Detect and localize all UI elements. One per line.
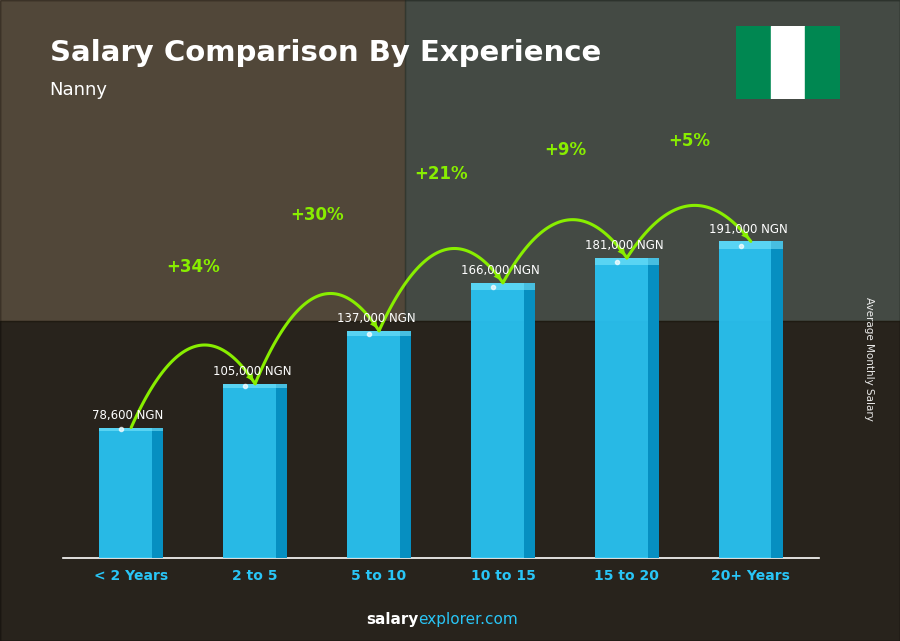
Bar [223, 384, 287, 558]
Bar [0, 320, 900, 641]
Bar [736, 26, 770, 99]
Bar [405, 0, 900, 320]
Bar [770, 26, 806, 99]
Text: +34%: +34% [166, 258, 220, 276]
Text: 105,000 NGN: 105,000 NGN [213, 365, 292, 378]
Bar [595, 258, 659, 265]
Bar [400, 331, 411, 558]
Text: 137,000 NGN: 137,000 NGN [338, 312, 416, 325]
Text: +21%: +21% [414, 165, 468, 183]
Bar [806, 26, 840, 99]
Bar [275, 384, 287, 558]
Text: explorer.com: explorer.com [418, 612, 518, 627]
Bar [771, 242, 783, 558]
Text: salary: salary [366, 612, 418, 627]
Bar [223, 384, 287, 388]
Bar [524, 283, 536, 558]
Text: Salary Comparison By Experience: Salary Comparison By Experience [50, 39, 601, 67]
Text: +30%: +30% [291, 206, 344, 224]
Bar [152, 428, 164, 558]
Bar [647, 258, 659, 558]
Bar [346, 331, 411, 558]
Bar [471, 283, 536, 558]
Text: 166,000 NGN: 166,000 NGN [461, 264, 540, 277]
Bar [0, 0, 405, 320]
Text: 181,000 NGN: 181,000 NGN [585, 239, 663, 252]
Text: +5%: +5% [668, 132, 710, 150]
Text: 78,600 NGN: 78,600 NGN [92, 409, 163, 422]
Bar [471, 283, 536, 290]
Bar [718, 242, 783, 249]
Bar [99, 428, 164, 558]
Text: 191,000 NGN: 191,000 NGN [709, 222, 788, 236]
Bar [346, 331, 411, 337]
Text: Average Monthly Salary: Average Monthly Salary [863, 297, 874, 421]
Text: Nanny: Nanny [50, 81, 107, 99]
Bar [595, 258, 659, 558]
Text: +9%: +9% [544, 140, 586, 158]
Bar [718, 242, 783, 558]
Bar [99, 428, 164, 431]
